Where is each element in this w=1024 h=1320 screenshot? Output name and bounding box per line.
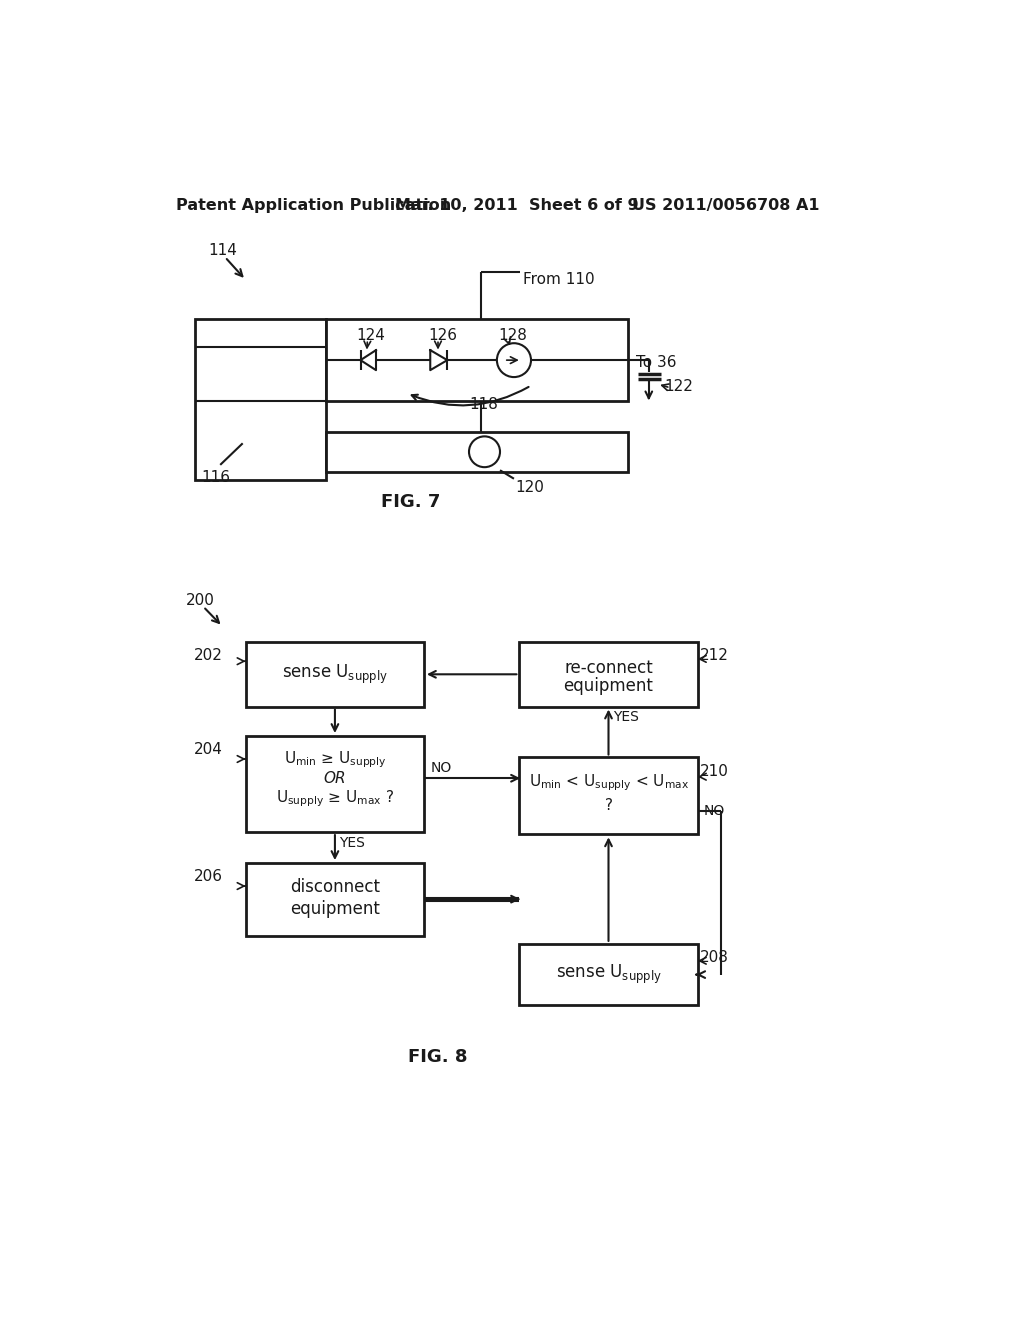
Text: To 36: To 36	[636, 355, 676, 370]
Bar	[246, 642, 424, 706]
Text: 200: 200	[186, 594, 215, 609]
Text: 126: 126	[429, 327, 458, 343]
Text: YES: YES	[613, 710, 639, 725]
Text: disconnect: disconnect	[290, 878, 380, 896]
Text: NO: NO	[703, 804, 725, 817]
Bar	[246, 863, 424, 936]
Text: re-connect: re-connect	[564, 659, 653, 677]
Text: 208: 208	[700, 950, 729, 965]
Text: From 110: From 110	[523, 272, 595, 288]
Text: 204: 204	[194, 742, 223, 758]
Text: FIG. 7: FIG. 7	[381, 494, 440, 511]
Text: U$_{\mathregular{min}}$ < U$_{\mathregular{supply}}$ < U$_{\mathregular{max}}$: U$_{\mathregular{min}}$ < U$_{\mathregul…	[528, 774, 688, 793]
Text: NO: NO	[430, 762, 452, 775]
Text: 114: 114	[208, 243, 237, 259]
Text: 210: 210	[700, 763, 729, 779]
Text: 116: 116	[202, 470, 230, 486]
Bar	[326, 318, 628, 401]
Text: YES: YES	[340, 836, 366, 850]
Text: 202: 202	[194, 648, 223, 663]
Bar	[196, 318, 326, 480]
Bar	[519, 758, 697, 834]
Text: 118: 118	[469, 397, 498, 412]
Text: 206: 206	[194, 869, 223, 884]
Text: Mar. 10, 2011  Sheet 6 of 9: Mar. 10, 2011 Sheet 6 of 9	[395, 198, 639, 214]
Text: U$_{\mathregular{supply}}$ ≥ U$_{\mathregular{max}}$ ?: U$_{\mathregular{supply}}$ ≥ U$_{\mathre…	[275, 788, 394, 809]
Text: FIG. 8: FIG. 8	[409, 1048, 468, 1065]
Text: OR: OR	[324, 771, 346, 785]
Bar	[246, 737, 424, 832]
Text: U$_{\mathregular{min}}$ ≥ U$_{\mathregular{supply}}$: U$_{\mathregular{min}}$ ≥ U$_{\mathregul…	[284, 750, 386, 771]
Text: 120: 120	[515, 480, 545, 495]
Text: 122: 122	[665, 379, 693, 393]
Text: 128: 128	[499, 327, 527, 343]
Text: sense U$_{\mathregular{supply}}$: sense U$_{\mathregular{supply}}$	[282, 663, 388, 686]
Text: sense U$_{\mathregular{supply}}$: sense U$_{\mathregular{supply}}$	[556, 964, 662, 986]
Text: ?: ?	[604, 797, 612, 813]
Text: equipment: equipment	[290, 900, 380, 917]
Text: 212: 212	[700, 648, 729, 663]
Text: US 2011/0056708 A1: US 2011/0056708 A1	[632, 198, 819, 214]
Text: Patent Application Publication: Patent Application Publication	[176, 198, 452, 214]
Text: equipment: equipment	[563, 677, 653, 694]
Text: 124: 124	[356, 327, 385, 343]
Bar	[519, 944, 697, 1006]
Bar	[326, 432, 628, 471]
Bar	[519, 642, 697, 706]
